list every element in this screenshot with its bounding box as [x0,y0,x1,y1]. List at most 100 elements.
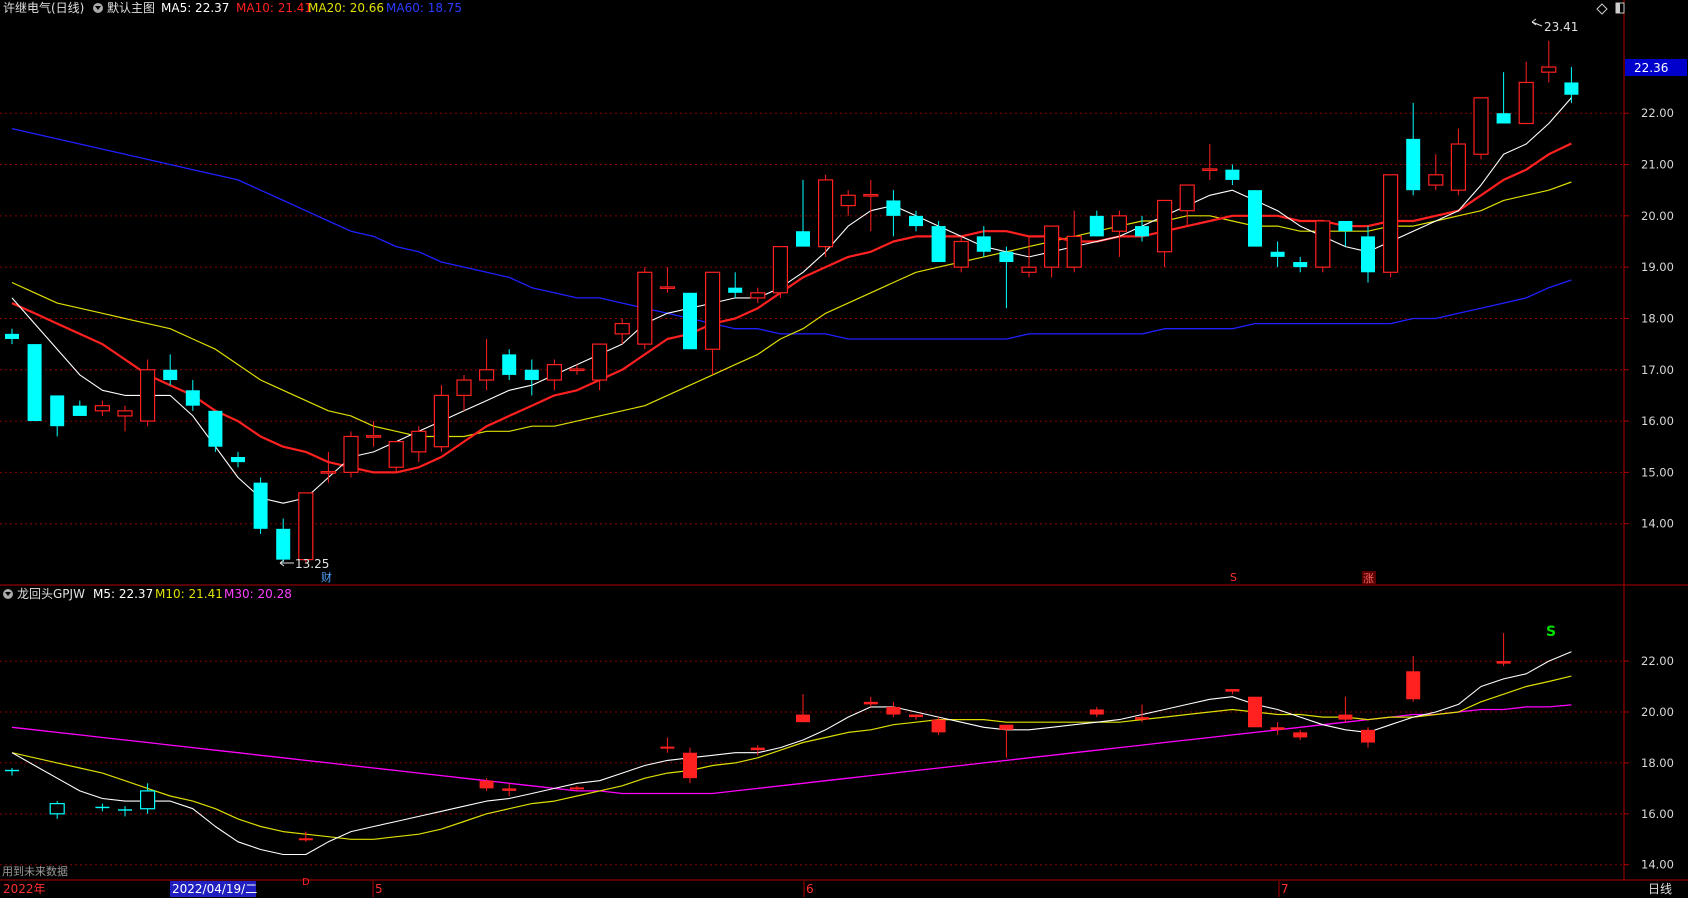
candle[interactable] [253,477,268,534]
signal-candle[interactable] [1089,706,1104,718]
signal-candle[interactable] [1135,704,1149,723]
candle[interactable] [1248,190,1262,247]
candle[interactable] [796,179,810,247]
candle[interactable] [886,190,901,237]
signal-candle[interactable] [660,737,675,753]
signal-candle[interactable] [909,714,923,720]
candle[interactable] [1564,67,1579,103]
candle[interactable] [1156,199,1173,268]
signal-candle[interactable] [570,785,584,791]
candle[interactable] [231,451,245,468]
candle[interactable] [50,395,65,437]
candle[interactable] [456,374,472,411]
candle[interactable] [728,272,743,298]
main-candles[interactable] [5,40,1579,563]
candle[interactable] [388,440,404,473]
signal-candle[interactable] [1496,633,1511,667]
signal-candle[interactable] [1293,729,1308,740]
event-marker-s[interactable]: S [1230,571,1237,584]
candle[interactable] [1135,215,1149,242]
candle[interactable] [1225,164,1240,186]
signal-candle[interactable] [49,801,65,819]
candle[interactable] [772,246,789,298]
candle[interactable] [1043,225,1060,278]
signal-candle[interactable] [999,724,1014,758]
candle[interactable] [411,426,427,463]
candle[interactable] [817,174,834,257]
candle[interactable] [840,190,856,216]
candle[interactable] [140,359,156,427]
signal-candle[interactable] [796,694,810,723]
candle[interactable] [185,380,200,411]
main-chart-name[interactable]: 默认主图 [107,0,155,15]
signal-candle[interactable] [1270,722,1285,735]
period-button[interactable]: 日线 [1648,882,1672,896]
candle[interactable] [637,267,653,350]
candle[interactable] [591,343,608,391]
candle[interactable] [1428,154,1444,191]
signal-candle[interactable] [683,747,697,784]
diamond-icon[interactable] [1596,3,1608,15]
candle[interactable] [1382,174,1399,278]
candle[interactable] [750,287,766,304]
candle[interactable] [72,400,87,416]
signal-candle[interactable] [1361,727,1375,748]
candle[interactable] [27,344,42,422]
candle[interactable] [117,405,133,432]
candle[interactable] [1450,128,1467,196]
candle[interactable] [863,179,879,232]
candle[interactable] [659,267,676,293]
signal-candle[interactable] [1248,696,1262,728]
signal-candle[interactable] [95,803,110,812]
candle[interactable] [976,226,991,257]
candle[interactable] [546,359,563,391]
signal-candle[interactable] [886,701,901,718]
candle[interactable] [1111,210,1128,257]
candle[interactable] [1473,97,1489,160]
candle[interactable] [1338,220,1353,247]
signal-candle[interactable] [750,745,765,756]
event-marker-cai[interactable]: 财 [321,570,332,584]
candle[interactable] [683,292,697,350]
candle[interactable] [502,349,517,381]
signal-candle[interactable] [1225,689,1240,695]
indicator-title[interactable]: 龙回头GPJW [17,587,85,601]
signal-candle[interactable] [479,778,494,791]
signal-candle[interactable] [863,696,878,707]
candle[interactable] [614,318,630,345]
candle[interactable] [999,246,1014,309]
candle[interactable] [433,385,449,452]
candle[interactable] [953,236,969,273]
candle[interactable] [931,220,946,263]
candle[interactable] [1496,72,1511,124]
signal-candle[interactable] [502,783,517,796]
candle[interactable] [524,359,539,396]
candle[interactable] [1518,61,1534,125]
candle[interactable] [94,400,111,416]
candle[interactable] [479,338,495,391]
candle[interactable] [909,210,923,232]
candle[interactable] [366,421,382,447]
candle[interactable] [208,410,223,452]
candle[interactable] [1406,102,1421,196]
candle[interactable] [5,328,19,345]
signal-candle[interactable] [298,831,313,842]
candle[interactable] [1089,210,1104,237]
candle[interactable] [1202,144,1218,180]
candle[interactable] [343,431,359,478]
top-right-controls[interactable] [1596,2,1625,15]
candle[interactable] [704,271,721,375]
signal-candle[interactable] [1338,696,1353,723]
event-marker-zhang[interactable]: 涨 [1363,572,1374,585]
candle[interactable] [1315,220,1331,273]
candle[interactable] [1541,40,1557,83]
signal-candle[interactable] [931,717,946,735]
signal-candle[interactable] [1406,656,1421,702]
candle[interactable] [276,518,291,563]
signal-candle[interactable] [140,783,156,814]
candle[interactable] [298,492,314,563]
candle[interactable] [1021,236,1037,278]
sub-candles[interactable] [5,633,1511,842]
candle[interactable] [1066,210,1082,273]
